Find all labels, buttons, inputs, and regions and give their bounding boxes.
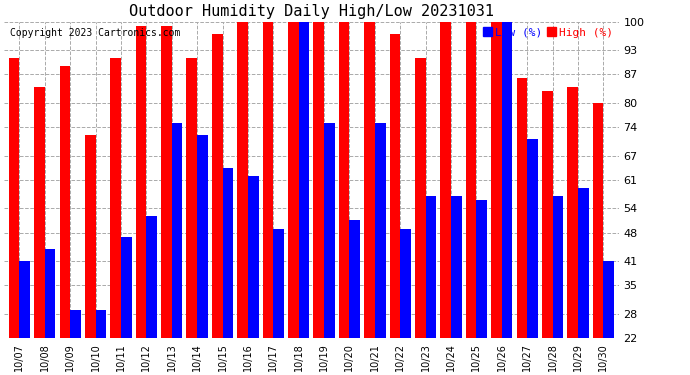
Bar — [110, 58, 121, 338]
Bar — [136, 26, 146, 338]
Bar — [96, 310, 106, 338]
Bar — [578, 188, 589, 338]
Bar — [440, 22, 451, 338]
Bar — [212, 34, 222, 338]
Bar — [324, 123, 335, 338]
Bar — [197, 135, 208, 338]
Bar — [161, 26, 172, 338]
Bar — [400, 228, 411, 338]
Bar — [9, 58, 19, 338]
Text: Copyright 2023 Cartronics.com: Copyright 2023 Cartronics.com — [10, 28, 181, 38]
Bar — [593, 103, 603, 338]
Bar — [476, 200, 487, 338]
Bar — [186, 58, 197, 338]
Bar — [34, 87, 45, 338]
Bar — [263, 22, 273, 338]
Bar — [426, 196, 436, 338]
Bar — [375, 123, 386, 338]
Bar — [85, 135, 96, 338]
Bar — [390, 34, 400, 338]
Bar — [451, 196, 462, 338]
Bar — [415, 58, 426, 338]
Bar — [273, 228, 284, 338]
Bar — [237, 22, 248, 338]
Legend: Low (%), High (%): Low (%), High (%) — [483, 27, 613, 38]
Bar — [121, 237, 132, 338]
Bar — [527, 139, 538, 338]
Bar — [542, 91, 553, 338]
Bar — [603, 261, 614, 338]
Bar — [146, 216, 157, 338]
Bar — [45, 249, 55, 338]
Bar — [59, 66, 70, 338]
Bar — [466, 22, 476, 338]
Bar — [222, 168, 233, 338]
Bar — [248, 176, 259, 338]
Bar — [339, 22, 349, 338]
Bar — [299, 22, 309, 338]
Bar — [364, 22, 375, 338]
Bar — [517, 78, 527, 338]
Bar — [288, 22, 299, 338]
Bar — [349, 220, 360, 338]
Bar — [70, 310, 81, 338]
Bar — [313, 22, 324, 338]
Bar — [172, 123, 182, 338]
Bar — [491, 22, 502, 338]
Bar — [502, 22, 513, 338]
Bar — [567, 87, 578, 338]
Title: Outdoor Humidity Daily High/Low 20231031: Outdoor Humidity Daily High/Low 20231031 — [129, 4, 494, 19]
Bar — [19, 261, 30, 338]
Bar — [553, 196, 563, 338]
